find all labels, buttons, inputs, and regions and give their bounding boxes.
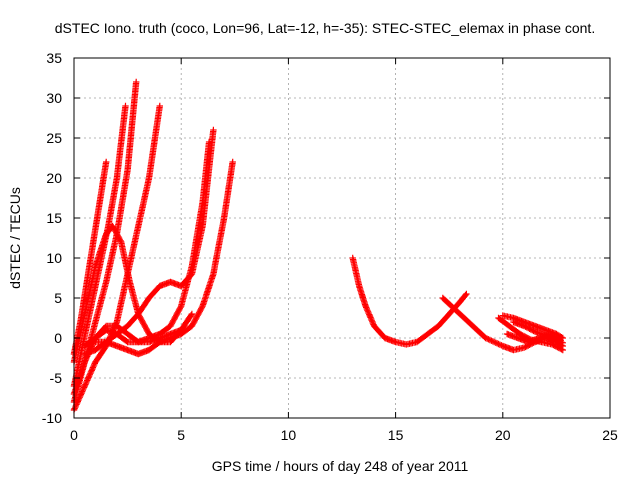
y-tick-label: 25 [46, 130, 62, 146]
axes: 0 5 10 15 20 25 -10 -5 0 5 10 15 20 25 30 35 [42, 50, 618, 443]
series-15 [510, 318, 566, 346]
plot-area [70, 78, 566, 414]
series-markers [510, 318, 566, 346]
y-tick-label: 30 [46, 90, 62, 106]
series-markers [81, 126, 217, 358]
x-tick-label: 5 [177, 427, 185, 443]
series-10 [349, 254, 470, 348]
grid [74, 58, 610, 418]
y-axis-label: dSTEC / TECUs [7, 187, 23, 289]
y-tick-label: 15 [46, 210, 62, 226]
x-tick-label: 15 [388, 427, 404, 443]
y-tick-label: 10 [46, 250, 62, 266]
y-tick-label: 5 [54, 290, 62, 306]
series-markers [349, 254, 470, 348]
x-tick-label: 20 [495, 427, 511, 443]
series-8 [81, 126, 217, 358]
series-9 [92, 158, 236, 358]
x-tick-label: 0 [70, 427, 78, 443]
chart-title: dSTEC Iono. truth (coco, Lon=96, Lat=-12… [55, 20, 595, 36]
y-tick-label: -5 [50, 370, 63, 386]
x-axis-label: GPS time / hours of day 248 of year 2011 [212, 458, 469, 474]
y-tick-label: 0 [54, 330, 62, 346]
series-markers [92, 158, 236, 358]
x-tick-label: 25 [602, 427, 618, 443]
y-tick-label: 35 [46, 50, 62, 66]
x-tick-label: 10 [281, 427, 297, 443]
plot-frame [73, 57, 611, 419]
y-tick-label: -10 [42, 410, 62, 426]
y-tick-label: 20 [46, 170, 62, 186]
